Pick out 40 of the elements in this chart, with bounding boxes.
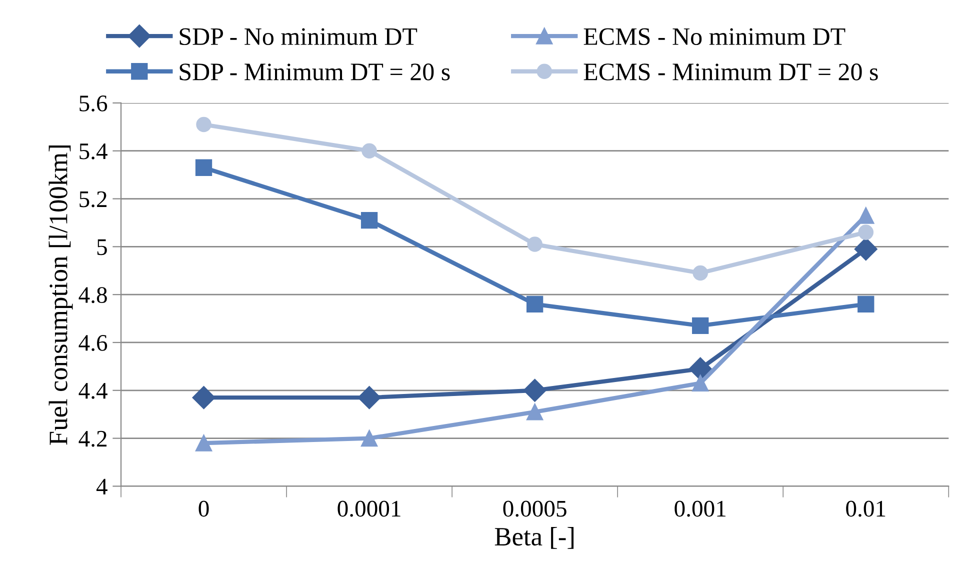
y-tick-label: 4.4: [78, 383, 108, 399]
x-tick-label: 0: [198, 500, 209, 517]
point: [688, 357, 712, 380]
point: [195, 434, 212, 452]
x-tick-label: 0.001: [674, 500, 726, 517]
point: [692, 374, 709, 392]
point: [196, 116, 212, 132]
point: [692, 317, 709, 334]
point: [858, 224, 874, 240]
y-tick-label: 4.2: [78, 430, 107, 447]
x-tick-label: 0.01: [846, 500, 886, 517]
y-tick-label: 4: [96, 478, 108, 494]
y-tick-label: 5.4: [80, 144, 108, 160]
y-tick-label: 5: [97, 239, 107, 256]
point: [858, 207, 874, 224]
legend-label: SDP - No minimum DT: [180, 28, 418, 46]
point: [360, 212, 378, 229]
point: [360, 430, 378, 447]
y-tick-label: 5.2: [80, 191, 107, 208]
point: [854, 238, 878, 261]
y-axis-title: Fuel consumption [l/100km]: [48, 146, 73, 445]
point: [358, 386, 381, 410]
y-tick-label: 4.6: [78, 335, 108, 352]
point: [192, 386, 216, 410]
point: [858, 296, 874, 312]
x-tick-label: 0.0001: [338, 500, 400, 517]
point: [362, 143, 377, 159]
legend-label: SDP - Minimum DT = 20 s: [180, 64, 450, 80]
legend-label: ECMS - Minimum DT = 20 s: [584, 64, 878, 80]
y-tick-label: 4.8: [78, 287, 107, 304]
x-axis-title: Beta [-]: [494, 527, 574, 549]
point: [523, 378, 546, 402]
x-tick-label: 0.0005: [503, 500, 566, 517]
legend-label: ECMS - No minimum DT: [584, 28, 846, 46]
point: [195, 159, 212, 176]
y-tick-label: 5.6: [80, 96, 108, 112]
point: [527, 236, 542, 252]
point: [526, 404, 544, 420]
point: [692, 265, 708, 281]
point: [526, 296, 544, 312]
